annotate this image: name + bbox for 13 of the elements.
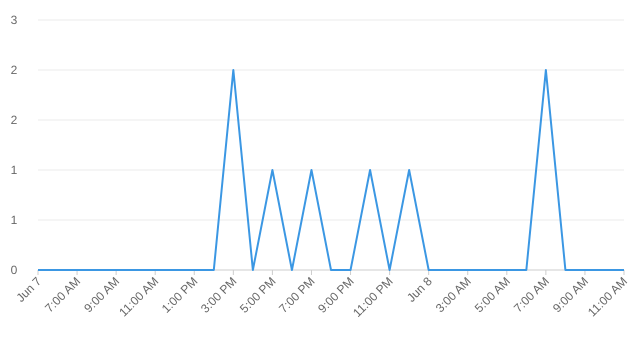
y-tick-label: 3 <box>10 13 18 28</box>
y-tick-label: 2 <box>10 63 18 78</box>
x-tick-label: 7:00 AM <box>42 274 84 316</box>
x-tick-label: 7:00 AM <box>510 274 552 316</box>
x-tick-label: Jun 8 <box>404 274 436 305</box>
y-tick-label: 2 <box>10 113 18 128</box>
y-tick-label: 1 <box>10 163 18 178</box>
x-tick-label: 5:00 AM <box>472 274 513 316</box>
x-tick-label: 3:00 PM <box>198 274 240 316</box>
x-tick-label: 3:00 AM <box>432 274 474 316</box>
y-tick-label: 1 <box>10 213 18 228</box>
x-tick-label: 7:00 PM <box>276 274 318 316</box>
x-tick-label: 5:00 PM <box>237 274 279 316</box>
